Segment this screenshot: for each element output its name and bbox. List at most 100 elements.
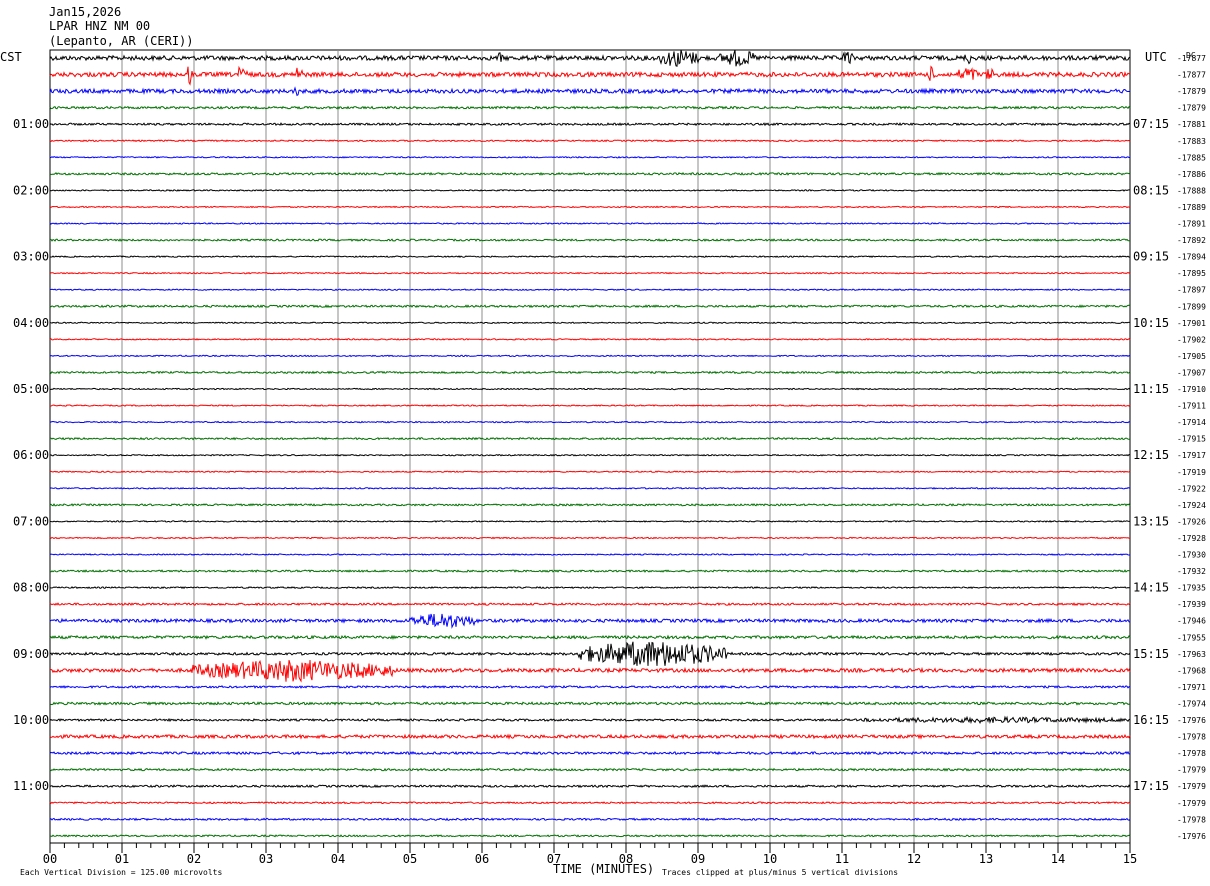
- x-axis: 00 01 02 03 04 05 06 07 08 09 10 11 12 13 14 15: [43, 842, 1137, 866]
- x-tick-label: 14: [1051, 852, 1065, 866]
- trace-line: [49, 238, 1131, 242]
- trace-line: [49, 569, 1131, 573]
- trace-line: [49, 338, 1131, 341]
- trace-line: [49, 613, 1131, 629]
- dc-offset-label: -17955: [1177, 633, 1206, 642]
- right-hour-label: 10:15: [1133, 316, 1169, 330]
- x-tick-label: 11: [835, 852, 849, 866]
- trace-line: [49, 205, 1131, 209]
- header-station: LPAR HNZ NM 00: [49, 19, 150, 33]
- trace-line: [49, 155, 1131, 159]
- dc-offset-label: -17978: [1177, 749, 1206, 758]
- left-hour-label: 08:00: [13, 581, 49, 595]
- trace-line: [49, 750, 1131, 756]
- dc-offset-label: -17971: [1177, 683, 1206, 692]
- right-hour-label: 07:15: [1133, 117, 1169, 131]
- trace-line: [49, 86, 1131, 97]
- dc-offset-label: -17891: [1177, 220, 1206, 229]
- left-hour-label: 02:00: [13, 183, 49, 197]
- dc-offset-label: -17919: [1177, 468, 1206, 477]
- x-tick-label: 10: [763, 852, 777, 866]
- dc-label: DC: [1186, 51, 1196, 60]
- dc-offset-label: -17888: [1177, 186, 1206, 195]
- trace-line: [49, 65, 1131, 86]
- dc-offset-label: -17899: [1177, 302, 1206, 311]
- dc-offset-label: -17976: [1177, 716, 1206, 725]
- left-hour-label: 11:00: [13, 779, 49, 793]
- left-hour-label: 10:00: [13, 713, 49, 727]
- left-hour-label: 06:00: [13, 448, 49, 462]
- right-zone-label: UTC: [1145, 50, 1167, 64]
- trace-line: [50, 520, 1131, 523]
- trace-line: [49, 684, 1131, 690]
- dc-offset-label: -17885: [1177, 153, 1206, 162]
- trace-line: [49, 801, 1131, 805]
- right-hour-label: 14:15: [1133, 581, 1169, 595]
- dc-offset-label: -17902: [1177, 335, 1206, 344]
- dc-offset-label: -17935: [1177, 584, 1206, 593]
- trace-line: [49, 503, 1131, 507]
- trace-line: [50, 586, 1131, 590]
- trace-line: [49, 470, 1131, 474]
- trace-line: [49, 784, 1131, 789]
- dc-offset-label: -17976: [1177, 832, 1206, 841]
- dc-offset-label: -17939: [1177, 600, 1206, 609]
- dc-offset-label: -17917: [1177, 451, 1206, 460]
- x-tick-label: 07: [547, 852, 561, 866]
- left-hour-label: 03:00: [13, 250, 49, 264]
- dc-offset-label: -17979: [1177, 782, 1206, 791]
- trace-line: [49, 602, 1131, 607]
- labels: -17877 -17877 -17879 -17879 -17881 -17883 -178…: [13, 54, 1206, 841]
- trace-line: [49, 715, 1131, 725]
- grid: [49, 49, 1131, 844]
- trace-line: [49, 733, 1131, 740]
- dc-offset-label: -17914: [1177, 418, 1206, 427]
- x-tick-label: 08: [619, 852, 633, 866]
- dc-offset-label: -17932: [1177, 567, 1206, 576]
- x-tick-label: 09: [691, 852, 705, 866]
- dc-offset-label: -17889: [1177, 203, 1206, 212]
- dc-offset-label: -17894: [1177, 253, 1206, 262]
- trace-line: [49, 304, 1131, 309]
- dc-offset-label: -17968: [1177, 666, 1206, 675]
- x-tick-label: 12: [907, 852, 921, 866]
- trace-line: [49, 271, 1131, 275]
- x-axis-label: TIME (MINUTES): [553, 862, 654, 876]
- dc-offset-label: -17922: [1177, 484, 1206, 493]
- trace-line: [49, 817, 1131, 822]
- trace-line: [49, 404, 1131, 407]
- dc-offset-label: -17879: [1177, 87, 1206, 96]
- left-hour-label: 05:00: [13, 382, 49, 396]
- dc-offset-label: -17946: [1177, 617, 1206, 626]
- dc-offset-label: -17901: [1177, 319, 1206, 328]
- x-tick-label: 15: [1123, 852, 1137, 866]
- trace-line: [49, 354, 1131, 358]
- dc-offset-label: -17897: [1177, 286, 1206, 295]
- x-tick-label: 00: [43, 852, 57, 866]
- dc-offset-label: -17907: [1177, 368, 1206, 377]
- right-hour-label: 16:15: [1133, 713, 1169, 727]
- right-hour-label: 17:15: [1133, 779, 1169, 793]
- dc-offset-label: -17877: [1177, 71, 1206, 80]
- x-tick-label: 05: [403, 852, 417, 866]
- trace-line: [49, 486, 1131, 490]
- trace-line: [49, 189, 1130, 192]
- trace-line: [49, 420, 1131, 424]
- plot-frame: [49, 49, 1131, 844]
- dc-offset-label: -17978: [1177, 815, 1206, 824]
- trace-line: [49, 171, 1131, 176]
- trace-line: [49, 387, 1131, 391]
- trace-line: [49, 49, 1131, 67]
- left-hour-label: 09:00: [13, 647, 49, 661]
- x-tick-label: 01: [115, 852, 129, 866]
- trace-line: [49, 536, 1131, 540]
- dc-offset-label: -17979: [1177, 766, 1206, 775]
- left-hour-label: 07:00: [13, 514, 49, 528]
- dc-offset-label: -17926: [1177, 517, 1206, 526]
- dc-offset-label: -17910: [1177, 385, 1206, 394]
- right-hour-label: 09:15: [1133, 250, 1169, 264]
- dc-offset-label: -17963: [1177, 650, 1206, 659]
- header-date: Jan15,2026: [49, 5, 121, 19]
- right-hour-label: 08:15: [1133, 183, 1169, 197]
- right-hour-label: 13:15: [1133, 514, 1169, 528]
